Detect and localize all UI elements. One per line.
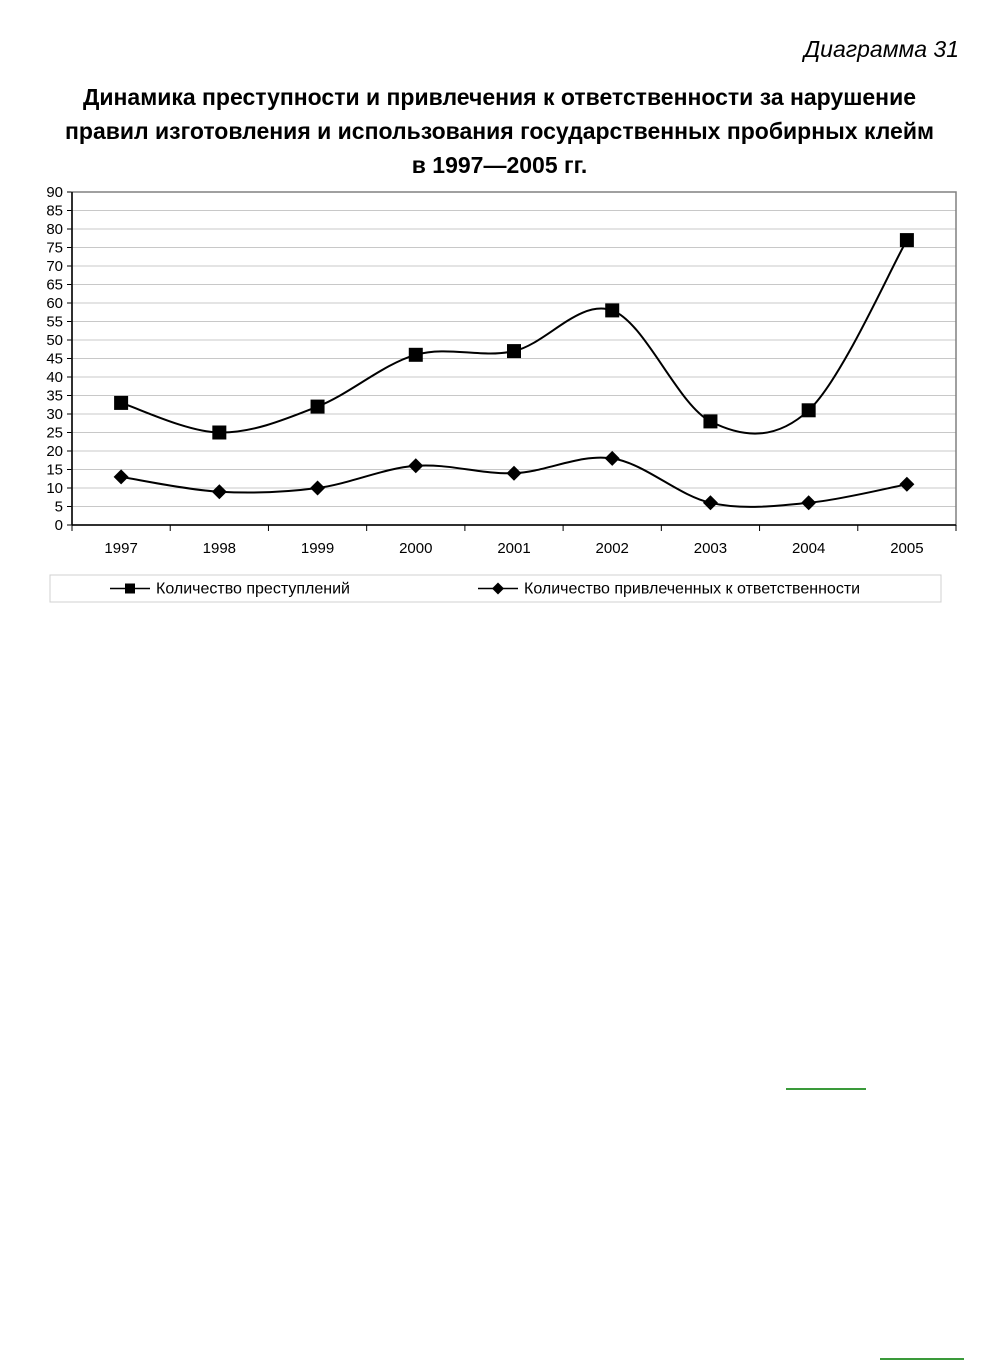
x-tick-label: 2003	[694, 540, 727, 557]
x-tick-label: 2000	[399, 540, 432, 557]
y-tick-label: 15	[46, 462, 63, 479]
x-tick-label: 1997	[104, 540, 137, 557]
chart-title-line-2: правил изготовления и использования госу…	[65, 118, 934, 144]
decorative-green-rule	[880, 1358, 964, 1360]
data-point-series-2	[408, 458, 424, 474]
data-point-series-1	[899, 233, 914, 248]
data-point-series-2	[506, 465, 522, 481]
chart-title-line-3: в 1997—2005 гг.	[411, 152, 588, 178]
data-point-series-2	[310, 480, 326, 496]
y-tick-label: 25	[46, 425, 63, 442]
data-point-series-2	[113, 469, 129, 485]
y-tick-label: 5	[55, 499, 63, 516]
series-line-2	[120, 456, 908, 508]
y-tick-label: 50	[46, 332, 63, 349]
x-tick-label: 2005	[890, 540, 923, 557]
data-point-series-1	[507, 344, 521, 359]
diagram-caption: Диаграмма 31	[803, 36, 959, 62]
y-tick-label: 0	[55, 517, 63, 534]
y-tick-label: 65	[46, 277, 63, 294]
decorative-green-rule	[786, 1088, 866, 1090]
y-tick-label: 35	[46, 388, 63, 405]
x-tick-label: 1998	[203, 540, 236, 557]
y-tick-label: 85	[46, 203, 63, 220]
x-tick-label: 2004	[792, 540, 825, 557]
legend-label: Количество привлеченных к ответственност…	[524, 581, 860, 598]
y-tick-label: 70	[46, 258, 63, 275]
y-tick-label: 30	[46, 406, 63, 423]
x-tick-label: 1999	[301, 540, 334, 557]
data-point-series-1	[212, 425, 227, 440]
data-point-series-1	[114, 395, 129, 410]
data-point-series-2	[604, 450, 620, 466]
y-tick-label: 55	[46, 314, 63, 331]
x-tick-label: 2001	[497, 540, 530, 557]
legend-marker	[125, 583, 135, 594]
data-point-series-2	[899, 476, 915, 492]
data-point-series-1	[605, 303, 620, 318]
chart-title-line-1: Динамика преступности и привлечения к от…	[82, 84, 917, 110]
y-tick-label: 40	[46, 369, 63, 386]
data-point-series-1	[801, 403, 816, 418]
y-tick-label: 80	[46, 221, 63, 238]
data-point-series-2	[211, 484, 227, 500]
legend-marker	[492, 582, 504, 595]
data-point-series-1	[408, 347, 423, 362]
legend-label: Количество преступлений	[156, 581, 350, 598]
y-tick-label: 10	[46, 480, 63, 497]
y-tick-label: 75	[46, 240, 63, 257]
y-tick-label: 90	[46, 184, 63, 201]
data-point-series-2	[801, 495, 817, 511]
x-tick-label: 2002	[596, 540, 629, 557]
y-tick-label: 60	[46, 295, 63, 312]
chart-title: Динамика преступности и привлечения к от…	[40, 80, 959, 182]
series-line-1	[120, 239, 908, 435]
data-point-series-2	[702, 495, 718, 511]
y-tick-label: 20	[46, 443, 63, 460]
data-point-series-1	[310, 399, 325, 414]
data-point-series-1	[703, 414, 718, 429]
y-tick-label: 45	[46, 351, 63, 368]
